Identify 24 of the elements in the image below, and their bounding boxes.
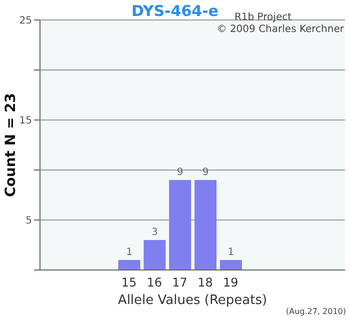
y-axis-title: Count N = 23: [2, 92, 19, 198]
y-tick-label: 15: [19, 116, 32, 127]
bar: [220, 260, 242, 270]
x-axis-title: Allele Values (Repeats): [118, 293, 268, 308]
bar: [118, 260, 140, 270]
x-tick-label: 17: [172, 276, 188, 290]
text: (Aug.27, 2010): [286, 307, 346, 316]
x-tick-label: 18: [198, 276, 213, 290]
chart-title: DYS-464-e: [132, 2, 218, 20]
annotation: © 2009 Charles Kerchner: [216, 24, 344, 35]
x-tick-label: 19: [222, 276, 238, 290]
data-label: 1: [126, 247, 132, 258]
bar: [194, 180, 216, 270]
bar: [144, 240, 166, 270]
bar: [169, 180, 192, 270]
data-label: 3: [151, 227, 158, 238]
x-tick-label: 16: [146, 276, 162, 290]
annotation: R1b Project: [234, 12, 292, 23]
y-tick-label: 5: [26, 216, 32, 227]
data-label: 9: [176, 167, 184, 178]
y-tick-label: 25: [19, 16, 32, 27]
data-label: 9: [202, 167, 209, 178]
x-tick-label: 15: [121, 276, 137, 290]
data-label: 1: [228, 247, 234, 258]
